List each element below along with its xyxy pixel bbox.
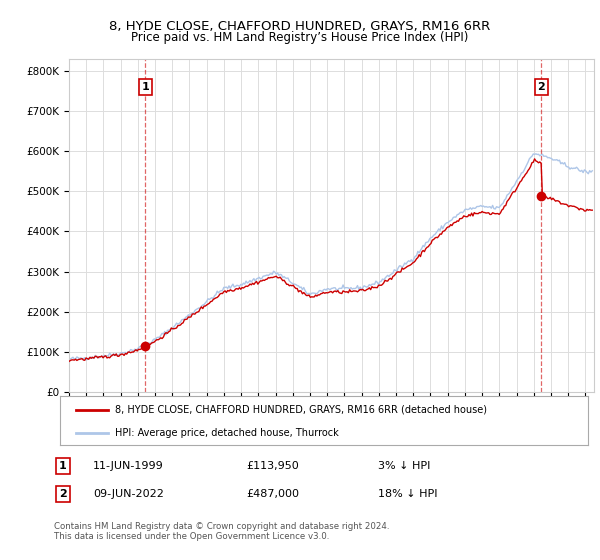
Text: 8, HYDE CLOSE, CHAFFORD HUNDRED, GRAYS, RM16 6RR: 8, HYDE CLOSE, CHAFFORD HUNDRED, GRAYS, … <box>109 20 491 32</box>
Text: 18% ↓ HPI: 18% ↓ HPI <box>378 489 437 499</box>
Text: 09-JUN-2022: 09-JUN-2022 <box>93 489 164 499</box>
Text: Price paid vs. HM Land Registry’s House Price Index (HPI): Price paid vs. HM Land Registry’s House … <box>131 31 469 44</box>
Text: 8, HYDE CLOSE, CHAFFORD HUNDRED, GRAYS, RM16 6RR (detached house): 8, HYDE CLOSE, CHAFFORD HUNDRED, GRAYS, … <box>115 405 487 415</box>
Text: HPI: Average price, detached house, Thurrock: HPI: Average price, detached house, Thur… <box>115 428 339 438</box>
Text: £487,000: £487,000 <box>246 489 299 499</box>
Text: Contains HM Land Registry data © Crown copyright and database right 2024.
This d: Contains HM Land Registry data © Crown c… <box>54 522 389 542</box>
Text: £113,950: £113,950 <box>246 461 299 471</box>
Text: 1: 1 <box>59 461 67 471</box>
Text: 2: 2 <box>59 489 67 499</box>
Text: 3% ↓ HPI: 3% ↓ HPI <box>378 461 430 471</box>
Text: 11-JUN-1999: 11-JUN-1999 <box>93 461 164 471</box>
Text: 2: 2 <box>538 82 545 92</box>
Text: 1: 1 <box>142 82 149 92</box>
